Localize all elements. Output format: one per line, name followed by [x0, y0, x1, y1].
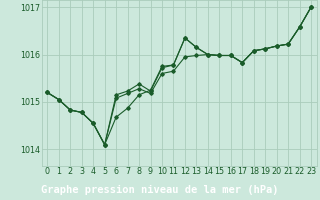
- Text: Graphe pression niveau de la mer (hPa): Graphe pression niveau de la mer (hPa): [41, 185, 279, 195]
